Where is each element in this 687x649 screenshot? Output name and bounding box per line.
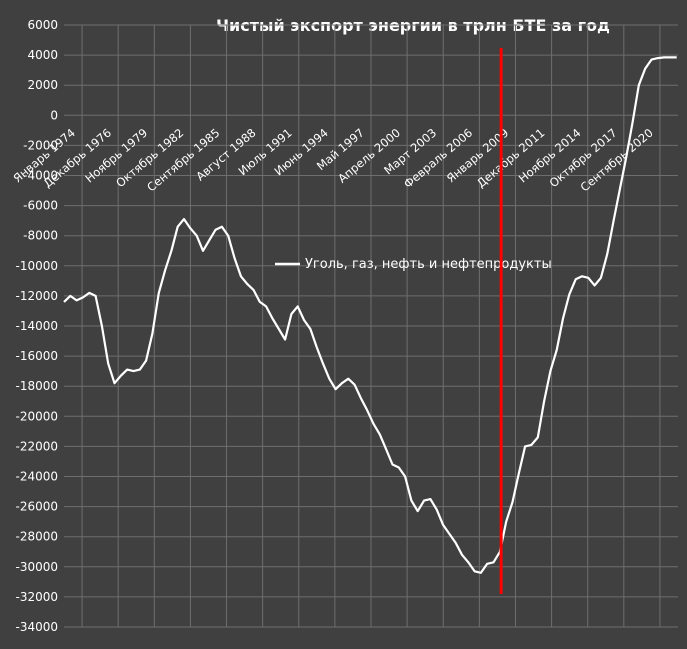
y-tick-label: -22000	[15, 439, 58, 453]
y-tick-label: -12000	[15, 289, 58, 303]
y-tick-label: -26000	[15, 500, 58, 514]
y-tick-label: 2000	[27, 78, 58, 92]
y-tick-label: -32000	[15, 590, 58, 604]
y-tick-label: 0	[50, 108, 58, 122]
y-tick-label: -2000	[23, 138, 58, 152]
legend-label: Уголь, газ, нефть и нефтепродукты	[305, 257, 552, 272]
y-tick-label: -34000	[15, 620, 58, 634]
y-tick-label: 4000	[27, 48, 58, 62]
legend: Уголь, газ, нефть и нефтепродукты	[275, 257, 552, 272]
horizontal-grid	[64, 24, 678, 628]
y-tick-labels: 6000 4000 2000 0 -2000 -4000 -6000 -8000 -10000 -…	[15, 18, 58, 634]
series-layer	[63, 56, 677, 574]
series-line-0	[63, 56, 677, 574]
y-tick-label: -10000	[15, 259, 58, 273]
y-tick-label: -18000	[15, 379, 58, 393]
y-tick-label: -6000	[23, 199, 58, 213]
y-tick-label: -20000	[15, 409, 58, 423]
y-tick-label: -28000	[15, 530, 58, 544]
y-tick-label: -30000	[15, 560, 58, 574]
y-tick-label: -16000	[15, 349, 58, 363]
y-tick-label: 6000	[27, 18, 58, 32]
y-tick-label: -24000	[15, 470, 58, 484]
y-tick-label: -14000	[15, 319, 58, 333]
y-tick-label: -4000	[23, 169, 58, 183]
y-tick-label: -8000	[23, 229, 58, 243]
